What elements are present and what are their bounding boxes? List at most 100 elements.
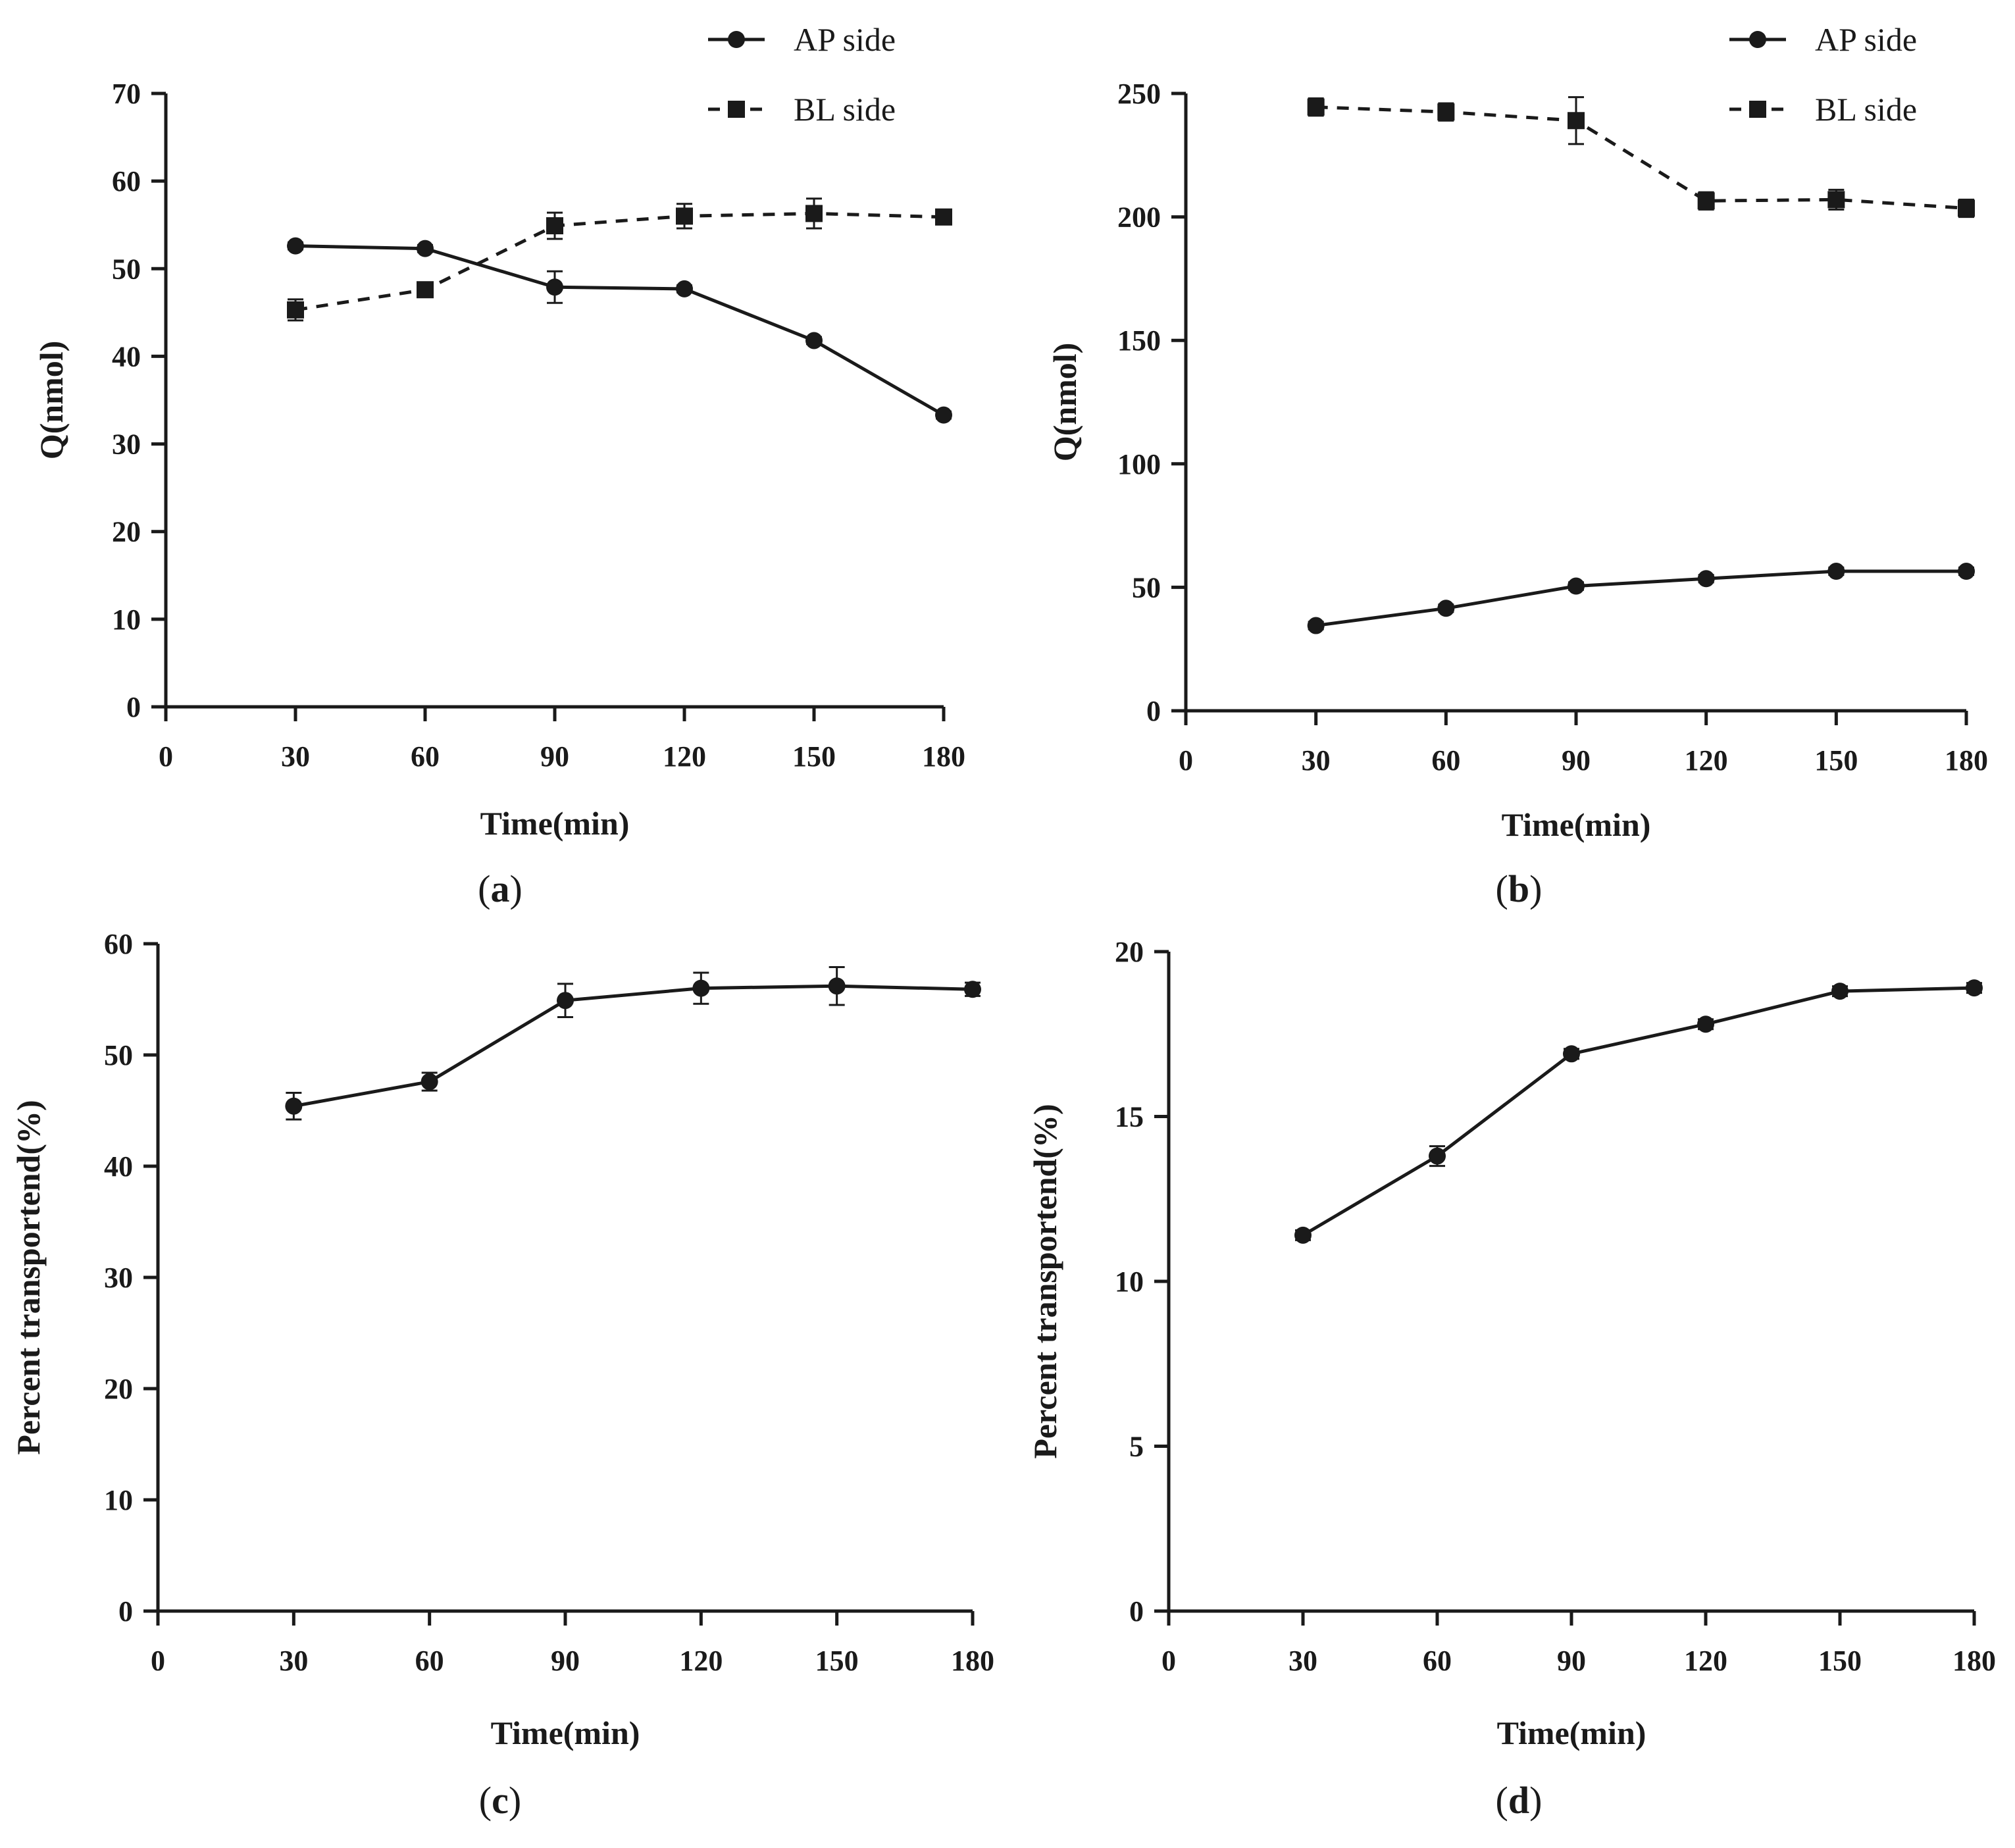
x-tick-label: 150	[1814, 744, 1858, 777]
y-tick-label: 0	[126, 691, 141, 723]
data-point	[935, 208, 952, 226]
x-tick-label: 60	[415, 1645, 444, 1677]
data-point	[1437, 103, 1455, 121]
x-tick-label: 90	[551, 1645, 580, 1677]
x-axis-title: Time(min)	[1497, 1714, 1646, 1751]
y-tick-label: 200	[1117, 201, 1161, 234]
data-point	[546, 217, 563, 235]
data-point	[1294, 1226, 1312, 1244]
x-tick-label: 90	[540, 740, 569, 773]
legend: AP side BL side	[1729, 21, 1917, 128]
x-tick-label: 150	[1818, 1645, 1862, 1677]
series-ap-side	[287, 237, 952, 424]
y-tick-label: 50	[112, 253, 141, 285]
data-point	[1307, 617, 1325, 634]
x-tick-label: 30	[1288, 1645, 1317, 1677]
y-tick-label: 0	[1129, 1595, 1144, 1628]
data-point	[421, 1073, 438, 1091]
chart-panel-a: 0 30 60 90 120 150 180 0 10 20 30 40 50 60 70 Time(min)…	[33, 21, 965, 910]
y-tick-label: 20	[1115, 936, 1144, 968]
x-tick-label: 30	[281, 740, 310, 773]
panel-label: (a)	[478, 867, 523, 910]
series-line	[1315, 569, 1966, 628]
panel-label: (d)	[1496, 1779, 1543, 1822]
panel-letter: a	[491, 867, 510, 910]
y-tick-label: 50	[1132, 571, 1161, 603]
x-tick-label: 150	[792, 740, 836, 773]
x-tick-label: 30	[1302, 744, 1331, 777]
x-tick-label: 120	[663, 740, 706, 773]
y-tick-label: 20	[104, 1373, 133, 1405]
data-point	[935, 406, 952, 424]
data-point	[805, 332, 823, 349]
x-tick-label: 120	[1685, 744, 1728, 777]
chart-panel-b: 0 30 60 90 120 150 180 0 50 100 150 200 250 Time(min)…	[1046, 21, 1988, 910]
data-point	[1827, 191, 1845, 209]
x-tick-label: 60	[1423, 1645, 1452, 1677]
panel-letter: d	[1508, 1779, 1529, 1822]
data-point	[1307, 98, 1325, 116]
x-tick-label: 90	[1557, 1645, 1586, 1677]
legend-label: BL side	[1815, 91, 1917, 128]
x-tick-label: 90	[1562, 744, 1591, 777]
series-main	[1294, 979, 1983, 1244]
data-point	[676, 280, 693, 297]
panel-letter: c	[492, 1779, 509, 1822]
data-point	[557, 992, 574, 1010]
y-tick-label: 100	[1117, 448, 1161, 480]
data-point	[1697, 1015, 1714, 1033]
legend-marker	[1749, 101, 1766, 118]
legend-marker	[728, 31, 745, 48]
data-point	[285, 1097, 303, 1115]
x-tick-label: 0	[1179, 744, 1193, 777]
series-line	[293, 984, 973, 1108]
legend-marker	[728, 101, 745, 118]
y-tick-label: 60	[112, 165, 141, 197]
x-axis-title: Time(min)	[491, 1714, 640, 1751]
data-point	[1697, 570, 1715, 588]
x-tick-label: 60	[411, 740, 440, 773]
data-point	[964, 981, 981, 998]
y-tick-label: 10	[104, 1484, 133, 1516]
panel-label: (b)	[1496, 867, 1543, 910]
data-point	[1831, 983, 1849, 1000]
legend-label: AP side	[794, 21, 896, 58]
data-point	[1697, 192, 1715, 210]
series-bl-side	[287, 197, 952, 322]
data-point	[805, 205, 823, 222]
legend: AP side BL side	[708, 21, 896, 128]
x-tick-label: 180	[922, 740, 965, 773]
y-tick-label: 20	[112, 516, 141, 548]
x-tick-label: 150	[815, 1645, 859, 1677]
y-tick-label: 70	[112, 78, 141, 110]
data-point	[676, 207, 693, 225]
data-point	[1563, 1045, 1580, 1063]
y-tick-label: 10	[1115, 1266, 1144, 1298]
x-tick-label: 120	[679, 1645, 723, 1677]
y-tick-label: 60	[104, 928, 133, 960]
y-tick-label: 30	[112, 428, 141, 461]
data-point	[828, 977, 846, 995]
data-point	[692, 979, 710, 997]
data-point	[417, 240, 434, 257]
y-axis-title: Percent transportend(%)	[10, 1100, 47, 1454]
series-line	[1302, 986, 1975, 1237]
y-tick-label: 30	[104, 1262, 133, 1294]
chart-panel-c: 0 30 60 90 120 150 180 0 10 20 30 40 50 60 Time(min) Pe…	[10, 928, 994, 1822]
x-tick-label: 0	[1161, 1645, 1176, 1677]
x-tick-label: 180	[1945, 744, 1988, 777]
data-point	[1958, 563, 1975, 580]
y-tick-label: 15	[1115, 1101, 1144, 1133]
x-tick-label: 60	[1431, 744, 1460, 777]
y-axis-title: Q(nmol)	[33, 341, 70, 460]
data-point	[1966, 979, 1983, 997]
series-bl-side	[1307, 96, 1975, 218]
chart-panel-d: 0 30 60 90 120 150 180 0 5 10 15 20 Time(min) Percent…	[1027, 936, 1996, 1822]
x-tick-label: 180	[1952, 1645, 1996, 1677]
y-tick-label: 250	[1117, 78, 1161, 110]
series-ap-side	[1307, 563, 1975, 634]
legend-label: BL side	[794, 91, 896, 128]
data-point	[546, 278, 563, 296]
data-point	[287, 237, 304, 255]
